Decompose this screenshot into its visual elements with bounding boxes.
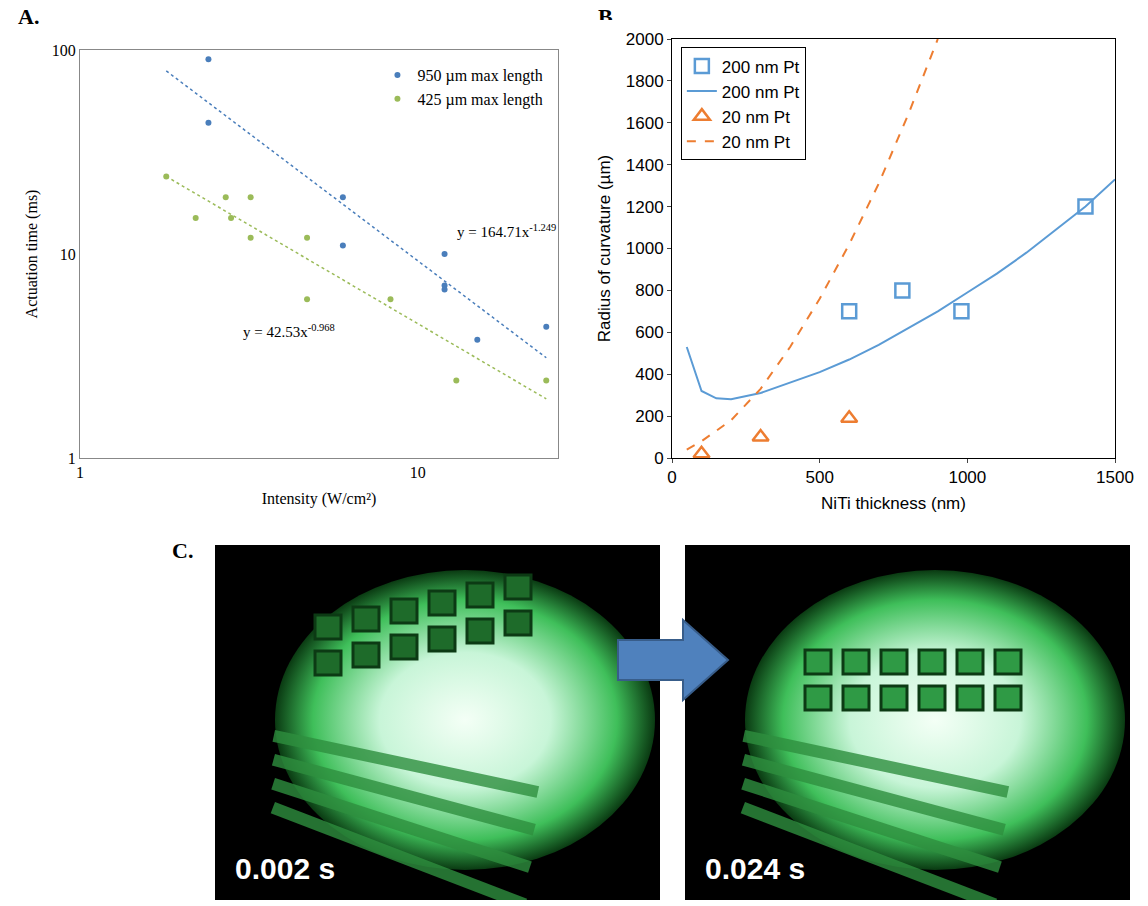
svg-text:200 nm Pt: 200 nm Pt	[722, 83, 800, 102]
svg-text:1400: 1400	[626, 156, 664, 175]
html-text:C.: C.	[172, 538, 194, 563]
svg-text:100: 100	[52, 42, 76, 59]
svg-text:1000: 1000	[948, 468, 986, 487]
svg-text:10: 10	[60, 246, 76, 263]
svg-text:2000: 2000	[626, 30, 664, 49]
html-text:0.002 s: 0.002 s	[235, 852, 336, 885]
html-text:B.: B.	[598, 4, 619, 29]
svg-text:0: 0	[667, 468, 676, 487]
svg-text:500: 500	[805, 468, 833, 487]
svg-text:800: 800	[635, 281, 663, 300]
svg-text:600: 600	[635, 323, 663, 342]
svg-text:Intensity (W/cm²): Intensity (W/cm²)	[262, 490, 377, 508]
svg-text:1600: 1600	[626, 114, 664, 133]
svg-text:1000: 1000	[626, 239, 664, 258]
svg-text:1500: 1500	[1096, 468, 1134, 487]
svg-text:Actuation time (ms): Actuation time (ms)	[23, 190, 41, 319]
html-text:A.: A.	[18, 4, 40, 29]
svg-text:20 nm Pt: 20 nm Pt	[722, 108, 790, 127]
svg-text:10: 10	[410, 464, 426, 481]
svg-text:400: 400	[635, 365, 663, 384]
svg-text:425 µm max length: 425 µm max length	[417, 91, 542, 109]
svg-text:Radius of curvature (µm): Radius of curvature (µm)	[595, 155, 614, 342]
html-text:0.024 s: 0.024 s	[705, 852, 806, 885]
svg-text:1: 1	[68, 450, 76, 467]
svg-text:1200: 1200	[626, 198, 664, 217]
svg-text:y = 42.53x​-0.968​: y = 42.53x​-0.968​	[243, 322, 335, 340]
svg-text:20 nm Pt: 20 nm Pt	[722, 133, 790, 152]
svg-text:y = 164.71x​-1.249​: y = 164.71x​-1.249​	[457, 222, 556, 240]
svg-text:950 µm max length: 950 µm max length	[417, 67, 542, 85]
svg-text:1: 1	[76, 464, 84, 481]
svg-text:0: 0	[654, 449, 663, 468]
svg-text:200 nm Pt: 200 nm Pt	[722, 58, 800, 77]
svg-text:200: 200	[635, 407, 663, 426]
svg-text:NiTi thickness (nm): NiTi thickness (nm)	[821, 494, 966, 513]
svg-text:1800: 1800	[626, 72, 664, 91]
